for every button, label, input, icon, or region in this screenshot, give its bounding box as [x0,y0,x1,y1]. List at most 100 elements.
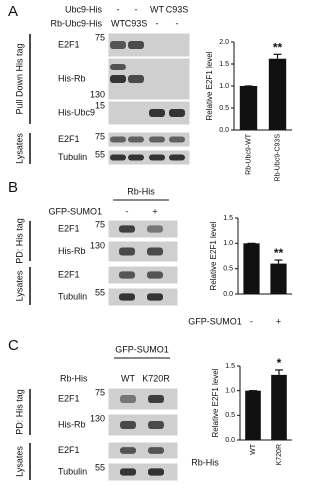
size-marker: 130 [90,413,105,423]
band [148,395,164,403]
band [169,136,185,143]
size-marker: 55 [95,462,105,472]
band [147,271,163,279]
lane-label: - [176,18,179,28]
x-tick-label: + [276,316,281,326]
panel-letter: B [8,179,18,196]
band [120,421,136,429]
band [119,293,135,301]
significance: ** [274,246,284,260]
blot-label: E2F1 [58,445,80,455]
header-label: Rb-Ubc9-His [50,18,102,28]
size-marker: 130 [90,89,105,99]
band [110,64,126,70]
size-marker: 55 [95,149,105,159]
y-tick-label: 0.5 [219,105,229,112]
y-tick-label: 1.5 [219,61,229,68]
band [120,395,136,403]
lane-label: C93S [166,4,189,14]
band [149,154,165,161]
header-label: Rb-His [60,373,88,383]
size-marker: 75 [95,219,105,229]
band [110,75,126,83]
group-label: Pull Down His tag [14,43,24,114]
band [148,447,164,454]
size-marker: 55 [95,287,105,297]
blot-label: E2F1 [58,223,80,233]
lane-label: - [117,4,120,14]
y-axis-label: Relative E2F1 level [209,221,218,290]
blot-label: Tubulin [58,291,87,301]
band [119,247,135,256]
blot [107,441,179,460]
blot-label: His-Rb [58,246,86,256]
band [128,41,144,49]
blot-label: E2F1 [58,39,80,49]
blot-label: E2F1 [58,269,80,279]
lane-label: + [152,206,157,216]
band [110,136,126,143]
group-label: Lysates [14,270,24,301]
blot [107,413,179,437]
band [169,154,185,161]
significance: * [277,356,282,370]
x-tick-label: K720R [276,444,283,465]
band [148,468,164,476]
x-axis-label: GFP-SUMO1 [188,316,242,326]
band [128,75,144,83]
size-marker: 15 [95,100,105,110]
blot [107,240,179,263]
y-tick-label: 0.5 [223,266,233,273]
band [119,225,135,233]
blot [107,462,179,482]
size-marker: 75 [95,387,105,397]
y-tick-label: 0.0 [225,437,235,444]
group-label: PD: His tag [14,389,24,435]
y-axis-label: Relative E2F1 level [205,51,214,120]
bar [239,86,258,130]
header-label: Rb-His [127,186,155,196]
band [128,154,144,161]
lane-label: - [126,206,129,216]
blot-label: His-Ubc9 [58,107,95,117]
y-tick-label: 0.0 [223,291,233,298]
lane-label: K720R [142,373,170,383]
band [148,421,164,429]
panel-letter: C [8,337,19,354]
band [147,293,163,301]
y-tick-label: 0.0 [219,127,229,134]
y-tick-label: 1.0 [223,240,233,247]
band [149,109,165,117]
bar [245,390,261,440]
header-label: Ubc9-His [65,4,103,14]
x-tick-label: - [250,316,253,326]
y-tick-label: 2.0 [219,39,229,46]
blot-label: Tubulin [58,466,87,476]
y-tick-label: 1.5 [223,215,233,222]
band [128,136,144,143]
y-tick-label: 1.0 [225,388,235,395]
band [147,225,163,233]
x-tick-label: Rb-Ubc9-WT [245,133,252,175]
group-label: PD: His tag [14,218,24,264]
blot-label: E2F1 [58,393,80,403]
x-tick-label: Rb-Ubc9-C93S [274,134,281,182]
header-label: GFP-SUMO1 [48,206,102,216]
y-tick-label: 1.5 [225,363,235,370]
band [110,154,126,161]
blot [107,287,179,307]
blot [107,265,179,285]
lane-label: WT [121,373,135,383]
size-marker: 75 [95,32,105,42]
header-label: GFP-SUMO1 [115,344,169,354]
bar [243,243,260,294]
band [169,109,185,117]
group-label: Lysates [14,133,24,164]
size-marker: 130 [90,240,105,250]
blot-label: His-Rb [58,419,86,429]
lane-label: WT [111,18,125,28]
lane-label: WT [150,4,164,14]
bar [268,58,287,130]
blot [107,219,179,239]
panel-letter: A [8,3,18,20]
